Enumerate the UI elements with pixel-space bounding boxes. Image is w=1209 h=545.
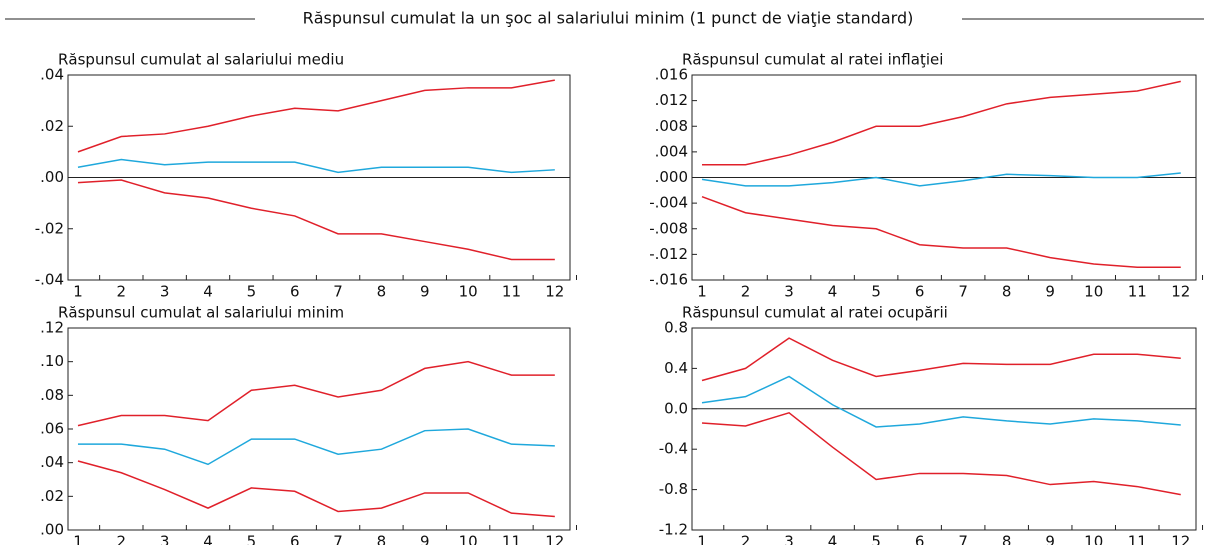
plot-frame bbox=[691, 327, 1197, 531]
y-tick-label: .004 bbox=[655, 142, 688, 160]
series-line bbox=[77, 79, 555, 153]
x-tick-label: 7 bbox=[333, 533, 343, 545]
x-tick-label: 2 bbox=[741, 533, 751, 545]
x-tick-label: 8 bbox=[377, 283, 387, 301]
x-tick-label: 6 bbox=[290, 533, 300, 545]
x-tick-label: 9 bbox=[420, 533, 430, 545]
x-tick-label: 2 bbox=[741, 283, 751, 301]
y-tick-label: .06 bbox=[40, 420, 64, 438]
x-tick-label: 10 bbox=[459, 283, 478, 301]
y-tick-label: -0.8 bbox=[659, 480, 688, 498]
y-tick-label: -0.4 bbox=[659, 440, 688, 458]
y-tick-label: -.008 bbox=[649, 219, 688, 237]
y-tick-label: .008 bbox=[655, 117, 688, 135]
y-tick-label: -.016 bbox=[649, 271, 688, 289]
series-line bbox=[701, 196, 1181, 268]
x-tick-label: 5 bbox=[871, 533, 881, 545]
x-tick-label: 1 bbox=[73, 533, 83, 545]
series-line bbox=[701, 375, 1181, 428]
x-tick-label: 8 bbox=[1002, 533, 1012, 545]
plot-frame bbox=[67, 327, 571, 531]
y-tick-label: .02 bbox=[40, 117, 64, 135]
y-tick-label: .12 bbox=[40, 319, 64, 337]
x-tick-label: 10 bbox=[1084, 283, 1103, 301]
x-tick-label: 6 bbox=[915, 283, 925, 301]
panel-title: Răspunsul cumulat al salariului mediu bbox=[58, 51, 344, 69]
x-tick-label: 9 bbox=[1045, 283, 1055, 301]
x-tick-label: 5 bbox=[871, 283, 881, 301]
panel-title: Răspunsul cumulat al salariului minim bbox=[58, 304, 344, 322]
x-tick-label: 12 bbox=[1171, 283, 1190, 301]
x-tick-label: 6 bbox=[915, 533, 925, 545]
x-tick-label: 3 bbox=[160, 283, 170, 301]
y-tick-label: .08 bbox=[40, 386, 64, 404]
x-tick-label: 11 bbox=[1128, 283, 1147, 301]
x-tick-label: 7 bbox=[958, 533, 968, 545]
x-tick-label: 1 bbox=[697, 533, 707, 545]
series-line bbox=[701, 172, 1181, 187]
x-tick-label: 5 bbox=[247, 283, 257, 301]
x-tick-label: 12 bbox=[1171, 533, 1190, 545]
y-tick-label: .00 bbox=[40, 168, 64, 186]
y-tick-label: .012 bbox=[655, 91, 688, 109]
panel-title: Răspunsul cumulat al ratei ocupării bbox=[682, 304, 948, 322]
panel-title: Răspunsul cumulat al ratei inflaţiei bbox=[682, 51, 943, 69]
x-tick-label: 7 bbox=[333, 283, 343, 301]
series-line bbox=[77, 179, 555, 261]
x-tick-label: 11 bbox=[502, 283, 521, 301]
x-tick-label: 3 bbox=[784, 283, 794, 301]
series-line bbox=[701, 412, 1181, 496]
y-tick-label: -.012 bbox=[649, 245, 688, 263]
x-tick-label: 7 bbox=[958, 283, 968, 301]
x-tick-label: 12 bbox=[545, 283, 564, 301]
figure-title: Răspunsul cumulat la un şoc al salariulu… bbox=[303, 9, 914, 28]
series-line bbox=[77, 428, 555, 466]
x-tick-label: 3 bbox=[784, 533, 794, 545]
y-tick-label: .10 bbox=[40, 352, 64, 370]
y-tick-label: 0.8 bbox=[664, 319, 688, 337]
y-tick-label: .04 bbox=[40, 453, 64, 471]
x-tick-label: 6 bbox=[290, 283, 300, 301]
series-line bbox=[701, 337, 1181, 382]
x-tick-label: 1 bbox=[697, 283, 707, 301]
y-tick-label: 0.0 bbox=[664, 399, 688, 417]
x-tick-label: 10 bbox=[459, 533, 478, 545]
x-tick-label: 9 bbox=[1045, 533, 1055, 545]
y-tick-label: -.02 bbox=[35, 219, 64, 237]
x-tick-label: 1 bbox=[73, 283, 83, 301]
y-tick-label: .04 bbox=[40, 66, 64, 84]
x-tick-label: 2 bbox=[117, 533, 127, 545]
series-line bbox=[702, 80, 1181, 166]
series-line bbox=[77, 360, 555, 427]
y-tick-label: -1.2 bbox=[659, 521, 688, 539]
y-tick-label: .02 bbox=[40, 487, 64, 505]
x-tick-label: 4 bbox=[828, 533, 838, 545]
y-tick-label: -.004 bbox=[649, 194, 688, 212]
x-tick-label: 10 bbox=[1084, 533, 1103, 545]
x-tick-label: 4 bbox=[203, 533, 213, 545]
x-tick-label: 11 bbox=[1128, 533, 1147, 545]
series-line bbox=[77, 158, 555, 174]
y-tick-label: .000 bbox=[655, 168, 688, 186]
y-tick-label: .00 bbox=[40, 521, 64, 539]
x-tick-label: 12 bbox=[545, 533, 564, 545]
x-tick-label: 9 bbox=[420, 283, 430, 301]
y-tick-label: -.04 bbox=[35, 271, 64, 289]
x-tick-label: 5 bbox=[247, 533, 257, 545]
x-tick-label: 4 bbox=[828, 283, 838, 301]
y-tick-label: 0.4 bbox=[664, 359, 688, 377]
series-line bbox=[77, 460, 555, 518]
x-tick-label: 2 bbox=[117, 283, 127, 301]
x-tick-label: 3 bbox=[160, 533, 170, 545]
x-tick-label: 11 bbox=[502, 533, 521, 545]
y-tick-label: .016 bbox=[655, 66, 688, 84]
x-tick-label: 8 bbox=[1002, 283, 1012, 301]
x-tick-label: 4 bbox=[203, 283, 213, 301]
x-tick-label: 8 bbox=[377, 533, 387, 545]
